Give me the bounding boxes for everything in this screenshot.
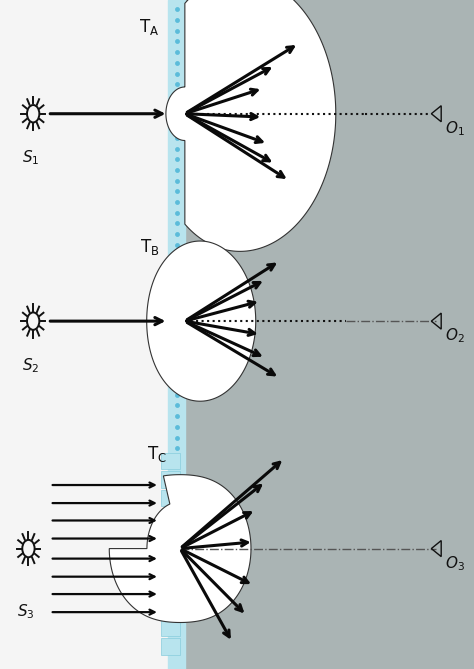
Polygon shape [109, 475, 251, 622]
Bar [161, 508, 180, 525]
Text: $S_2$: $S_2$ [22, 356, 39, 375]
Text: $\mathrm{T_B}$: $\mathrm{T_B}$ [139, 237, 159, 258]
Bar [161, 638, 180, 655]
Bar [185, 0, 474, 669]
Text: $O_1$: $O_1$ [445, 119, 465, 138]
Bar [161, 490, 180, 506]
Text: $O_3$: $O_3$ [445, 554, 465, 573]
Text: $O_2$: $O_2$ [445, 326, 465, 345]
Bar [161, 546, 180, 562]
Bar [161, 619, 180, 636]
Bar [161, 583, 180, 599]
Text: $\mathrm{T_C}$: $\mathrm{T_C}$ [146, 444, 166, 464]
Bar [161, 472, 180, 488]
Bar [161, 601, 180, 617]
Text: $S_1$: $S_1$ [22, 149, 39, 167]
Bar [161, 527, 180, 543]
Text: $S_3$: $S_3$ [17, 602, 35, 621]
Polygon shape [147, 241, 256, 401]
Text: $\mathrm{T_A}$: $\mathrm{T_A}$ [139, 17, 159, 37]
Bar [0, 0, 168, 669]
Bar [161, 564, 180, 581]
Bar [168, 0, 185, 669]
Polygon shape [166, 0, 336, 252]
Bar [161, 453, 180, 469]
